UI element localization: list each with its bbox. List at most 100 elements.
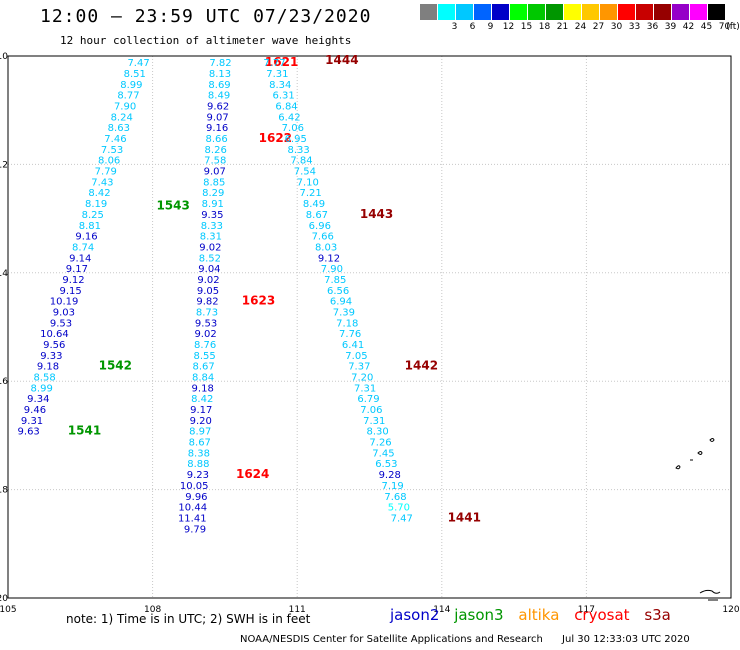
wave-height-value: 7.85 xyxy=(324,275,346,286)
wave-height-value: 9.28 xyxy=(379,470,401,481)
wave-height-value: 9.18 xyxy=(37,362,59,373)
wave-height-value: 7.06 xyxy=(282,123,304,134)
wave-height-value: 7.31 xyxy=(354,383,376,394)
wave-height-value: 8.99 xyxy=(31,383,53,394)
wave-height-value: 7.58 xyxy=(204,156,226,167)
wave-height-value: 8.55 xyxy=(193,351,215,362)
legend-swatch xyxy=(654,4,671,20)
wave-height-value: 8.77 xyxy=(117,91,139,102)
wave-height-value: 7.82 xyxy=(209,58,231,69)
wave-height-value: 8.52 xyxy=(199,253,221,264)
wave-height-value: 8.66 xyxy=(206,134,228,145)
legend-label: 27 xyxy=(592,22,605,32)
wave-height-value: 9.14 xyxy=(69,253,91,264)
legend-swatch xyxy=(474,4,491,20)
legend-swatch xyxy=(420,4,437,20)
wave-height-value: 9.17 xyxy=(190,405,212,416)
wave-height-value: 7.19 xyxy=(381,481,403,492)
wave-height-value: 8.31 xyxy=(200,232,222,243)
legend-swatch xyxy=(546,4,563,20)
credit-timestamp: Jul 30 12:33:03 UTC 2020 xyxy=(562,634,690,645)
wave-height-value: 9.02 xyxy=(197,275,219,286)
wave-height-value: 7.43 xyxy=(91,177,113,188)
wave-height-value: 8.76 xyxy=(194,340,216,351)
wave-height-value: 8.25 xyxy=(82,210,104,221)
wave-height-value: 8.26 xyxy=(205,145,227,156)
satellite-jason3: jason3 xyxy=(454,606,504,624)
wave-height-value: 7.77 xyxy=(263,58,285,69)
wave-height-value: 9.02 xyxy=(194,329,216,340)
wave-height-value: 7.66 xyxy=(312,232,334,243)
wave-height-value: 9.12 xyxy=(318,253,340,264)
pass-time-label: 1541 xyxy=(68,424,101,438)
legend-swatch xyxy=(510,4,527,20)
satellite-cryosat: cryosat xyxy=(574,606,630,624)
wave-height-value: 7.84 xyxy=(290,156,312,167)
wave-height-value: 9.31 xyxy=(21,416,43,427)
y-tick-label: 20 xyxy=(0,594,8,604)
wave-height-value: 7.05 xyxy=(345,351,367,362)
wave-height-value: 8.33 xyxy=(201,221,223,232)
pass-time-label: 1441 xyxy=(448,510,481,524)
wave-height-value: 8.13 xyxy=(209,69,231,80)
wave-height-value: 9.23 xyxy=(187,470,209,481)
credit-agency: NOAA/NESDIS Center for Satellite Applica… xyxy=(240,634,543,645)
wave-height-value: 8.67 xyxy=(193,362,215,373)
wave-height-value: 7.06 xyxy=(360,405,382,416)
wave-height-value: 9.07 xyxy=(206,112,228,123)
wave-height-value: 7.47 xyxy=(127,58,149,69)
y-tick-label: 10 xyxy=(0,52,8,62)
wave-height-value: 8.67 xyxy=(189,438,211,449)
legend-swatch xyxy=(690,4,707,20)
x-tick-label: 108 xyxy=(144,605,161,615)
wave-height-value: 7.47 xyxy=(391,513,413,524)
wave-height-value: 6.95 xyxy=(285,134,307,145)
wave-height-value: 9.07 xyxy=(204,167,226,178)
wave-height-value: 9.18 xyxy=(192,383,214,394)
legend-swatch xyxy=(456,4,473,20)
legend-label: 33 xyxy=(628,22,641,32)
wave-height-value: 7.68 xyxy=(384,492,406,503)
wave-height-value: 9.82 xyxy=(196,297,218,308)
y-tick-label: 14 xyxy=(0,269,8,279)
legend-label: 21 xyxy=(556,22,569,32)
footer-credit: NOAA/NESDIS Center for Satellite Applica… xyxy=(240,634,706,645)
wave-height-value: 9.53 xyxy=(195,318,217,329)
wave-height-value: 9.56 xyxy=(43,340,65,351)
pass-time-label: 1623 xyxy=(242,294,275,308)
wave-height-value: 9.35 xyxy=(201,210,223,221)
wave-height-value: 8.97 xyxy=(189,427,211,438)
legend-label: 36 xyxy=(646,22,659,32)
wave-height-value: 8.38 xyxy=(188,448,210,459)
wave-height-value: 9.16 xyxy=(206,123,228,134)
wave-height-value: 8.51 xyxy=(124,69,146,80)
legend-label: 15 xyxy=(520,22,533,32)
y-tick-label: 16 xyxy=(0,377,8,387)
legend-swatch xyxy=(618,4,635,20)
wave-height-value: 8.73 xyxy=(196,307,218,318)
plot-frame xyxy=(7,55,732,599)
wave-height-value: 6.31 xyxy=(273,91,295,102)
wave-height-value: 9.12 xyxy=(62,275,84,286)
wave-height-value: 9.15 xyxy=(59,286,81,297)
wave-height-value: 8.19 xyxy=(85,199,107,210)
wave-height-value: 7.53 xyxy=(101,145,123,156)
wave-height-value: 6.79 xyxy=(357,394,379,405)
satellite-altika: altika xyxy=(518,606,560,624)
wave-height-value: 7.79 xyxy=(95,167,117,178)
wave-height-value: 10.05 xyxy=(180,481,209,492)
wave-height-value: 8.29 xyxy=(202,188,224,199)
wave-height-value: 8.49 xyxy=(303,199,325,210)
wave-height-value: 8.85 xyxy=(203,177,225,188)
wave-height-value: 9.05 xyxy=(197,286,219,297)
wave-height-value: 6.53 xyxy=(375,459,397,470)
wave-height-value: 7.54 xyxy=(294,167,316,178)
wave-height-value: 9.04 xyxy=(198,264,220,275)
wave-height-value: 8.88 xyxy=(187,459,209,470)
wave-height-value: 6.42 xyxy=(278,112,300,123)
wave-height-value: 5.70 xyxy=(388,503,410,514)
footer-note: note: 1) Time is in UTC; 2) SWH is in fe… xyxy=(66,612,311,626)
wave-height-value: 11.41 xyxy=(178,513,207,524)
wave-height-value: 9.53 xyxy=(50,318,72,329)
